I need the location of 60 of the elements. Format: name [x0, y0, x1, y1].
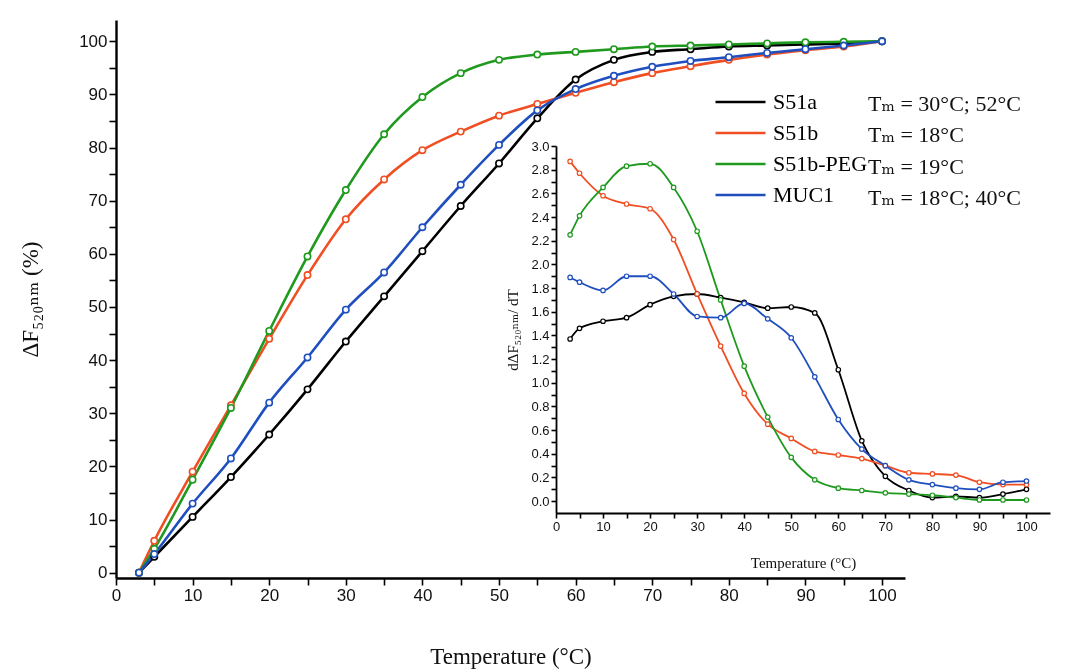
x-tick-label: 100 [868, 585, 897, 605]
annotation: Tₘ = 18°C; 40°C [868, 184, 1021, 210]
x-tick-label: 20 [260, 585, 280, 605]
x-tick-label: 10 [183, 585, 203, 605]
y-tick-label: 0.4 [531, 446, 550, 462]
x-tick-label: 70 [878, 518, 894, 534]
annotation: Tₘ = 19°C [868, 153, 964, 179]
x-tick-label: 10 [596, 518, 611, 534]
y-tick-label: 1.0 [531, 375, 550, 391]
y-axis-title: ΔF₅₂₀ₙₘ (%) [18, 241, 44, 358]
y-tick-label: 60 [88, 244, 108, 264]
x-tick-label: 100 [1016, 518, 1038, 534]
annotation: Tₘ = 30°C; 52°C [868, 91, 1021, 116]
x-tick-label: 30 [336, 585, 356, 605]
y-tick-label: 2.2 [531, 233, 550, 249]
x-tick-label: 0 [552, 518, 561, 534]
x-tick-label: 0 [111, 585, 122, 605]
y-tick-label: 1.6 [531, 304, 550, 320]
x-tick-label: 60 [566, 585, 586, 605]
y-tick-label: 3.0 [531, 138, 550, 154]
y-tick-label: 2.6 [531, 185, 550, 201]
x-tick-label: 40 [737, 518, 752, 534]
x-tick-label: 50 [784, 518, 799, 534]
x-tick-label: 40 [413, 585, 433, 605]
x-tick-label: 60 [831, 518, 847, 534]
y-tick-label: 0.0 [531, 493, 550, 509]
y-tick-label: 2.8 [531, 162, 550, 178]
x-axis-title: Temperature (°C) [750, 554, 857, 572]
y-tick-label: 100 [79, 31, 108, 51]
legend-label: S51b-PEG [773, 151, 868, 176]
y-tick-label: 1.2 [531, 351, 550, 367]
y-tick-label: 1.8 [531, 280, 550, 296]
annotation: Tₘ = 18°C [868, 122, 964, 148]
y-tick-label: 0.2 [531, 469, 550, 485]
y-tick-label: 50 [88, 297, 108, 317]
y-axis-title: dΔF₅₂₀ₙₘ/ dT [505, 289, 522, 371]
y-tick-label: 0 [98, 563, 108, 583]
x-tick-label: 50 [490, 585, 509, 605]
y-tick-label: 30 [88, 403, 108, 423]
x-tick-label: 30 [690, 518, 705, 534]
y-tick-label: 1.4 [531, 327, 550, 343]
x-tick-label: 90 [972, 518, 988, 534]
y-tick-label: 2.4 [531, 209, 550, 225]
y-tick-label: 20 [88, 456, 108, 476]
y-tick-label: 2.0 [531, 256, 550, 272]
x-tick-label: 80 [925, 518, 941, 534]
x-axis-title: Temperature (°C) [430, 643, 592, 669]
y-tick-label: 90 [88, 84, 108, 104]
legend-label: MUC1 [773, 182, 835, 207]
y-tick-label: 0.6 [531, 422, 550, 438]
x-tick-label: 20 [643, 518, 658, 534]
x-tick-label: 90 [796, 585, 816, 605]
legend-label: S51b [773, 120, 819, 145]
x-tick-label: 70 [643, 585, 663, 605]
y-tick-label: 0.8 [531, 398, 550, 414]
y-tick-label: 40 [88, 350, 108, 370]
y-tick-label: 80 [88, 138, 108, 158]
y-tick-label: 70 [88, 191, 108, 211]
x-tick-label: 80 [719, 585, 739, 605]
legend-label: S51a [773, 89, 818, 114]
